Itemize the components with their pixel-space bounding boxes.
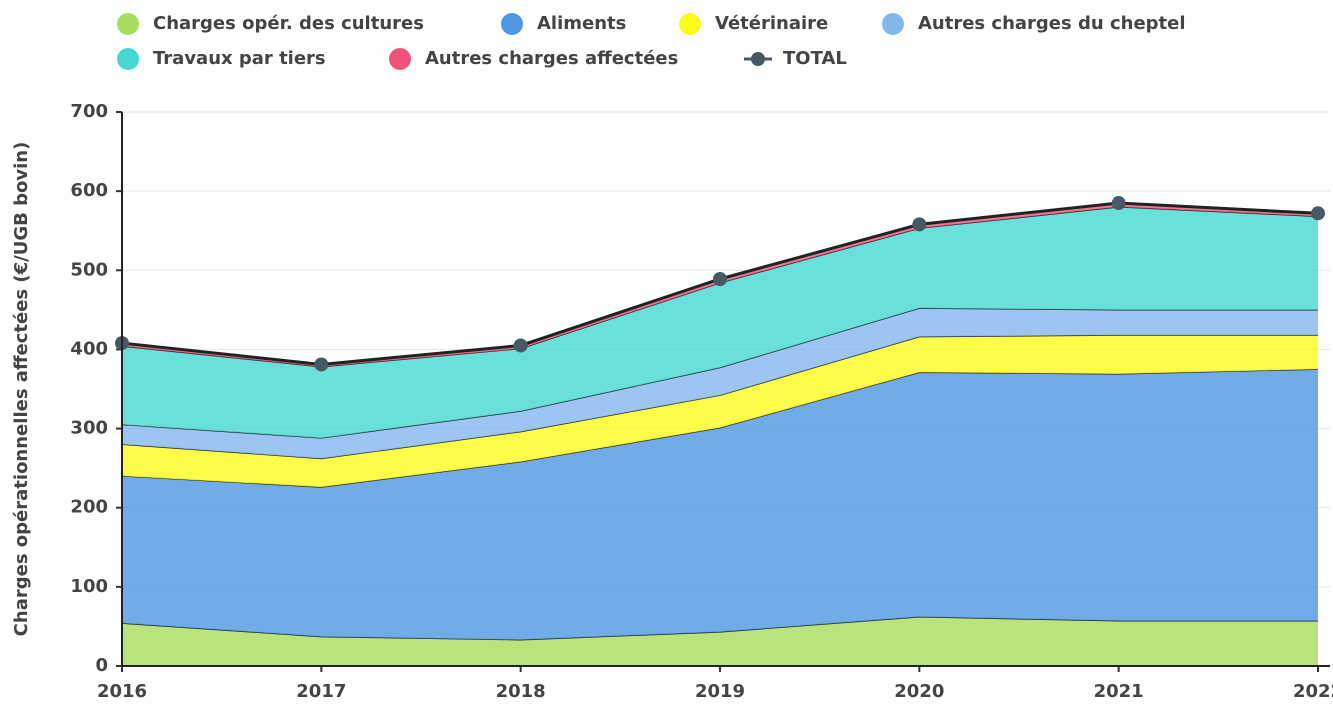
y-tick-label: 500 [70,259,108,280]
legend-label: TOTAL [783,48,847,69]
legend-marker [882,13,904,35]
y-tick-label: 300 [70,418,108,439]
point [912,217,927,232]
point [1111,196,1126,211]
legend-label: Vétérinaire [715,13,828,34]
area [122,616,1318,666]
y-axis-label: Charges opérationnelles affectées (€/UGB… [11,142,32,637]
y-tick-label: 700 [70,101,108,122]
point [513,338,528,353]
area [122,335,1318,488]
y-tick-label: 0 [95,655,108,676]
area [122,206,1318,439]
x-tick-label: 2017 [296,681,346,702]
legend-label: Charges opér. des cultures [153,13,424,34]
y-tick-label: 200 [70,497,108,518]
legend-marker [117,13,139,35]
x-tick-label: 2019 [695,681,745,702]
y-tick-label: 400 [70,338,108,359]
y-tick-label: 100 [70,576,108,597]
legend-label: Autres charges du cheptel [918,13,1186,34]
x-tick-label: 2016 [97,681,147,702]
legend-label: Autres charges affectées [425,48,678,69]
legend-label: Travaux par tiers [153,48,326,69]
legend-marker [501,13,523,35]
legend-label: Aliments [537,13,626,34]
point [1311,206,1325,221]
x-tick-label: 2022 [1293,681,1333,702]
x-tick-label: 2021 [1094,681,1144,702]
area [122,308,1318,459]
point [314,357,329,372]
legend-marker [679,13,701,35]
area [122,369,1318,640]
x-tick-label: 2018 [496,681,546,702]
x-tick-label: 2020 [894,681,944,702]
legend-marker [389,48,411,70]
legend-marker [751,52,765,66]
y-tick-label: 600 [70,180,108,201]
legend-marker [117,48,139,70]
point [713,271,727,286]
